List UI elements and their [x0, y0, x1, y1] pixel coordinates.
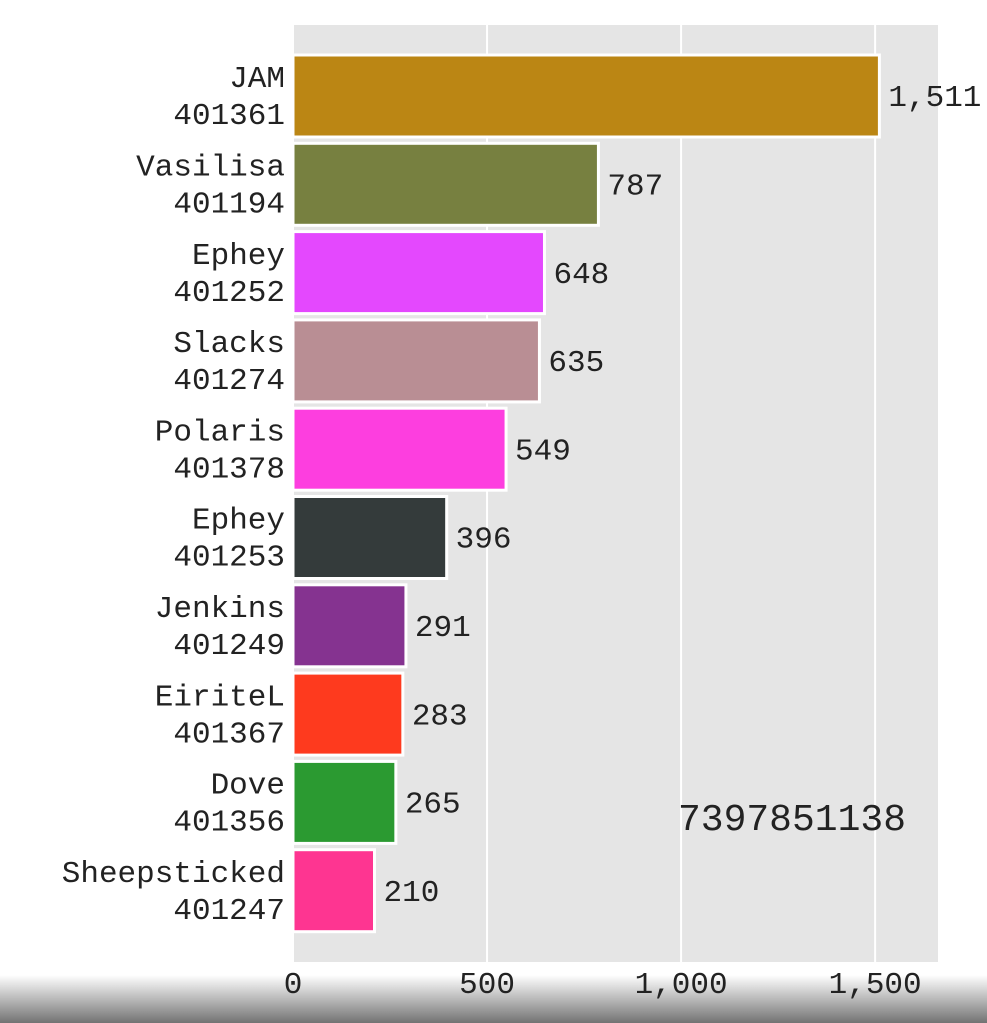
bar	[291, 230, 546, 316]
value-label: 648	[553, 258, 609, 293]
y-tick-label: 401252	[173, 276, 285, 311]
y-tick-label: Jenkins	[155, 592, 285, 627]
bar	[291, 318, 541, 404]
y-tick-label: Polaris	[155, 415, 285, 450]
bar	[291, 141, 600, 227]
x-tick-label: 1,500	[829, 968, 922, 1003]
y-tick-label: Sheepsticked	[62, 857, 285, 892]
y-tick-label: 401194	[173, 187, 285, 222]
y-tick-label: 401361	[173, 99, 285, 134]
value-label: 265	[405, 788, 461, 823]
y-tick-label: Ephey	[192, 504, 285, 539]
bar	[291, 583, 408, 669]
bar	[291, 671, 405, 757]
y-tick-label: Vasilisa	[136, 150, 285, 185]
y-tick-label: 401249	[173, 629, 285, 664]
value-label: 291	[415, 611, 471, 646]
y-tick-label: Dove	[211, 769, 285, 804]
value-label: 1,511	[888, 81, 981, 116]
y-tick-label: 401356	[173, 806, 285, 841]
x-tick-label: 1,000	[635, 968, 728, 1003]
annotation: 7397851138	[678, 799, 906, 842]
y-tick-label: 401367	[173, 717, 285, 752]
y-tick-label: Slacks	[173, 327, 285, 362]
value-label: 283	[412, 699, 468, 734]
value-label: 210	[383, 876, 439, 911]
bar	[291, 406, 508, 492]
bar	[291, 53, 881, 139]
y-tick-label: EiriteL	[155, 680, 285, 715]
x-tick-label: 0	[284, 968, 303, 1003]
y-tick-label: 401247	[173, 894, 285, 929]
bar	[291, 495, 449, 580]
bar	[291, 848, 376, 934]
y-tick-label: JAM	[229, 62, 285, 97]
value-label: 396	[456, 523, 512, 558]
y-tick-label: 401378	[173, 452, 285, 487]
y-tick-label: 401253	[173, 541, 285, 576]
player-shadow	[0, 975, 987, 1023]
x-tick-label: 500	[459, 968, 515, 1003]
value-label: 787	[607, 169, 663, 204]
value-label: 635	[548, 346, 604, 381]
y-tick-label: 401274	[173, 364, 285, 399]
bar	[291, 759, 398, 845]
value-label: 549	[515, 434, 571, 469]
y-tick-label: Ephey	[192, 239, 285, 274]
